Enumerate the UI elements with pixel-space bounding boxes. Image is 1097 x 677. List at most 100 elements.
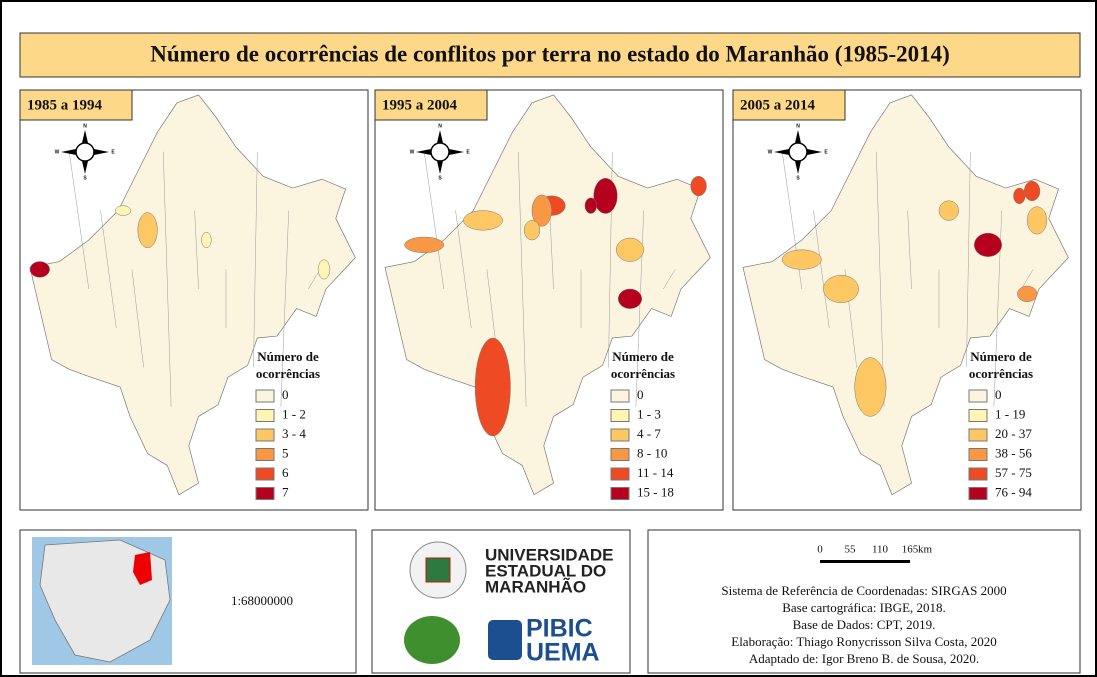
compass-ring	[430, 142, 450, 162]
credit-line: Sistema de Referência de Coordenadas: SI…	[721, 583, 1006, 598]
municipality	[938, 200, 959, 221]
compass-ring	[75, 142, 95, 162]
panel: 1985 a 1994 N S W E Número de ocorrências 0 1 - …	[19, 89, 369, 511]
municipality	[474, 337, 511, 437]
panel-label: 2005 a 2014	[740, 97, 816, 113]
compass-n: N	[83, 123, 87, 129]
municipality	[531, 194, 552, 227]
compass-n: N	[438, 123, 442, 129]
municipal-border	[663, 269, 676, 290]
municipality	[1024, 180, 1041, 202]
legend-title: ocorrências	[611, 366, 675, 381]
compass-ring	[788, 142, 808, 162]
legend-swatch	[968, 409, 988, 422]
municipality	[201, 231, 212, 249]
legend-label: 5	[282, 445, 289, 460]
municipality	[463, 210, 503, 231]
municipal-border	[635, 210, 644, 407]
legend-label: 57 - 75	[995, 465, 1032, 480]
legend-label: 76 - 94	[995, 484, 1032, 499]
state-map	[742, 94, 1069, 496]
legend-swatch	[610, 487, 630, 500]
municipality	[29, 261, 50, 278]
municipality	[781, 249, 822, 270]
scalebar-bar	[820, 560, 910, 563]
municipal-border	[813, 210, 830, 329]
compass-arrows	[61, 130, 109, 174]
municipal-border	[455, 210, 472, 329]
legend-label: 8 - 10	[637, 445, 667, 460]
state-map	[29, 94, 356, 496]
state-shape	[742, 94, 1069, 496]
municipal-border	[68, 151, 90, 290]
inset-highlight	[133, 552, 152, 585]
compass-s: S	[438, 175, 442, 181]
legend-label: 15 - 18	[637, 484, 674, 499]
compass-e: E	[111, 149, 115, 155]
legend-title: Número de	[970, 349, 1032, 364]
municipal-border	[876, 151, 885, 407]
municipal-border	[194, 210, 199, 290]
compass-arrows	[774, 130, 822, 174]
panel-label-box	[19, 89, 133, 121]
panel-label-box	[732, 89, 846, 121]
compass-w: W	[410, 149, 415, 155]
pibic-line: UEMA	[526, 639, 600, 667]
panels: 1985 a 1994 N S W E Número de ocorrências 0 1 - …	[19, 89, 1082, 511]
municipal-border	[308, 269, 321, 290]
credit-line: Base de Dados: CPT, 2019.	[793, 617, 936, 632]
municipal-border	[163, 151, 172, 407]
university-line: ESTADUAL DO	[485, 561, 606, 580]
municipality	[854, 357, 887, 417]
compass-e: E	[824, 149, 828, 155]
legend-label: 38 - 56	[995, 445, 1032, 460]
scalebar-tick: 165	[902, 544, 919, 556]
legend-label: 0	[637, 387, 644, 402]
legend-title: ocorrências	[969, 366, 1033, 381]
scalebar-tick: 55	[845, 544, 857, 556]
credits: Sistema de Referência de Coordenadas: SI…	[721, 583, 1006, 666]
legend-label: 20 - 37	[995, 426, 1032, 441]
legend-swatch	[255, 467, 275, 481]
legend-title: ocorrências	[256, 366, 320, 381]
legend-swatch	[968, 448, 988, 461]
legend-swatch	[610, 448, 630, 461]
municipal-border	[966, 151, 971, 368]
compass-w: W	[768, 149, 773, 155]
legend-label: 11 - 14	[637, 465, 674, 480]
legend-swatch	[255, 487, 275, 500]
pibic-icon	[488, 620, 522, 660]
legend-swatch	[968, 389, 988, 403]
legend-swatch	[610, 428, 630, 442]
panel-label: 1985 a 1994	[27, 97, 103, 113]
title: Número de ocorrências de conflitos por t…	[150, 41, 950, 66]
legend-swatch	[255, 409, 275, 422]
municipal-border	[1021, 269, 1034, 290]
legend-label: 1 - 3	[637, 406, 661, 421]
legend-title: Número de	[257, 349, 319, 364]
municipal-border	[518, 151, 527, 407]
scale-text: 1:68000000	[231, 593, 293, 608]
legend-swatch	[610, 409, 630, 422]
title-box	[19, 32, 1081, 78]
scalebar-tick: 0	[817, 544, 823, 556]
legend-swatch	[610, 389, 630, 403]
municipality	[974, 232, 1002, 257]
credit-line: Elaboração: Thiago Ronycrisson Silva Cos…	[731, 634, 997, 649]
municipality	[115, 205, 132, 216]
legend-swatch	[255, 448, 275, 461]
state-shape	[384, 94, 711, 496]
pibic-line: PIBIC	[526, 615, 593, 643]
municipal-border	[131, 269, 144, 368]
legend-label: 1 - 2	[282, 406, 306, 421]
legend-swatch	[968, 428, 988, 442]
scalebar: 0 55 110 165 km	[817, 544, 933, 563]
municipality	[1017, 285, 1038, 302]
municipality	[616, 237, 644, 262]
panel: 2005 a 2014 N S W E Número de ocorrências 0 1 - …	[732, 89, 1082, 511]
university-line: UNIVERSIDADE	[485, 545, 613, 564]
legend-swatch	[255, 428, 275, 442]
scalebar-unit: km	[918, 544, 933, 556]
legend-label: 3 - 4	[282, 426, 306, 441]
